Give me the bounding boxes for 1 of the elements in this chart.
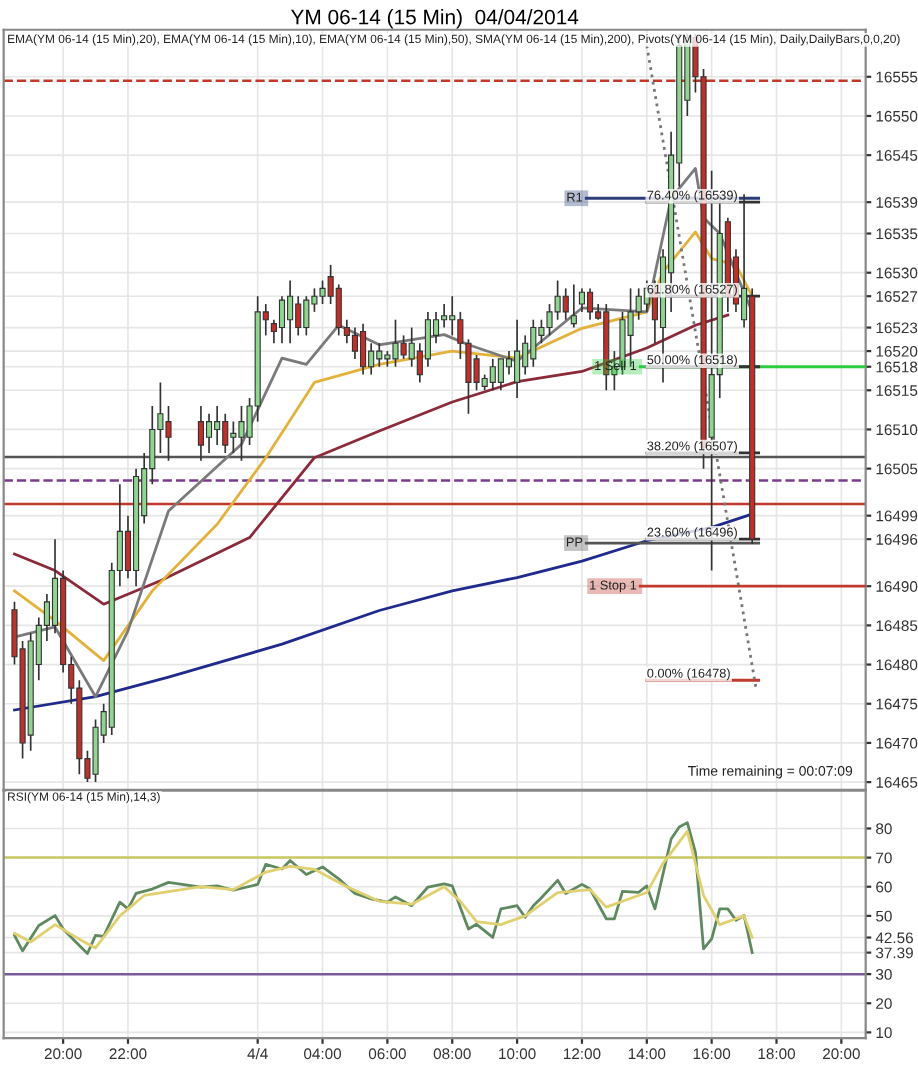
chart-title: YM 06-14 (15 Min) 04/04/2014 [290, 9, 579, 29]
